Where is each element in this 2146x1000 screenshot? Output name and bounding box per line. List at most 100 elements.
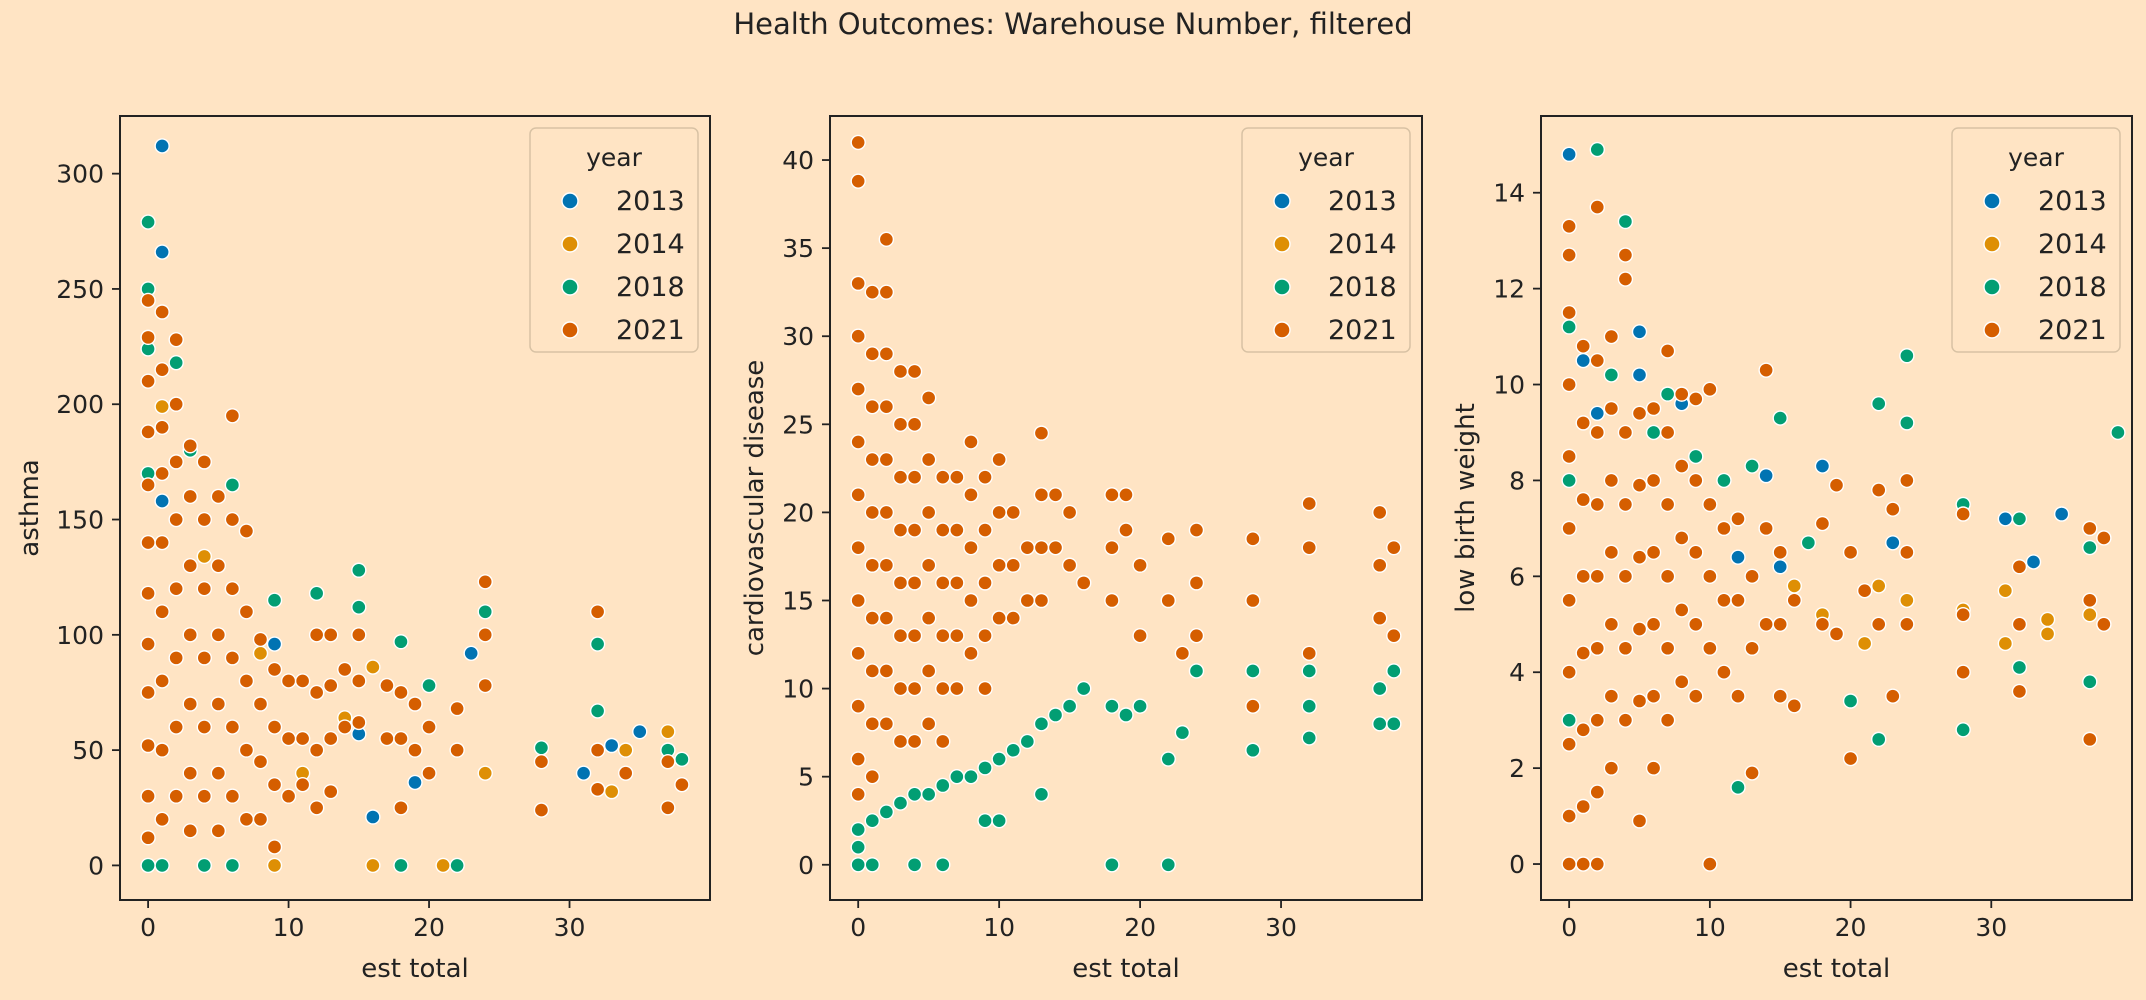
y-tick-label: 10 [782, 675, 814, 704]
point-2021 [991, 610, 1007, 626]
point-2021 [224, 581, 241, 597]
point-2021 [210, 488, 227, 505]
point-2021 [878, 716, 895, 732]
legend: year 2013 2014 2018 2021 [1951, 127, 2121, 353]
point-2021 [1561, 218, 1577, 234]
point-2021 [935, 680, 951, 697]
point-2021 [1188, 628, 1205, 644]
axes-frame [829, 115, 1423, 901]
point-2021 [2082, 520, 2098, 537]
point-2014 [1871, 578, 1887, 594]
point-2021 [308, 742, 325, 758]
point-2021 [2011, 616, 2028, 632]
point-2021 [1631, 549, 1648, 565]
y-tick-label: 10 [1493, 371, 1525, 400]
y-tick-label: 12 [1493, 275, 1525, 304]
point-2021 [1118, 487, 1134, 503]
figure-title: Health Outcomes: Warehouse Number, filte… [733, 7, 1412, 41]
point-2021 [168, 581, 184, 597]
point-2018 [533, 740, 550, 756]
point-2018 [421, 677, 437, 694]
point-2021 [1758, 520, 1774, 537]
point-2021 [892, 363, 909, 380]
point-2021 [1645, 472, 1662, 489]
point-2021 [864, 346, 880, 362]
point-2018 [1160, 751, 1176, 767]
point-2021 [1631, 621, 1648, 637]
point-2018 [1047, 707, 1064, 723]
point-2021 [850, 328, 866, 344]
point-2021 [1899, 616, 1915, 632]
y-tick-label: 20 [782, 498, 814, 527]
point-2018 [1301, 663, 1317, 679]
point-2018 [906, 857, 923, 873]
point-2021 [1561, 376, 1577, 393]
point-2021 [1885, 501, 1901, 517]
point-2021 [168, 719, 184, 735]
point-2021 [1301, 645, 1317, 662]
point-2013 [632, 723, 648, 740]
point-2018 [1160, 857, 1176, 873]
point-2021 [1617, 424, 1634, 441]
point-2018 [1188, 663, 1205, 679]
point-2021 [1104, 487, 1120, 503]
point-2021 [1005, 557, 1021, 573]
point-2021 [1856, 583, 1873, 599]
point-2013 [1772, 559, 1788, 575]
point-2021 [2096, 616, 2112, 632]
point-2018 [1744, 458, 1760, 474]
point-2021 [1688, 688, 1704, 704]
point-2018 [1688, 448, 1704, 465]
point-2021 [533, 753, 550, 770]
legend-box [1241, 127, 1411, 353]
point-2021 [1575, 722, 1591, 738]
point-2018 [935, 777, 951, 794]
point-2021 [878, 346, 895, 362]
point-2021 [210, 765, 227, 781]
x-tick-label: 0 [1561, 913, 1577, 942]
point-2021 [1561, 304, 1577, 321]
legend-title: year [1298, 143, 1354, 172]
point-2021 [949, 575, 965, 591]
point-2021 [224, 788, 241, 804]
point-2021 [1603, 544, 1620, 561]
y-tick-label: 35 [782, 234, 814, 263]
point-2021 [323, 730, 339, 747]
point-2021 [920, 716, 937, 732]
point-2021 [1814, 515, 1831, 532]
point-2018 [1245, 663, 1261, 679]
point-2021 [196, 511, 212, 528]
point-2021 [963, 539, 979, 556]
point-2021 [1645, 616, 1662, 632]
legend-box [1951, 127, 2121, 353]
point-2021 [168, 396, 184, 412]
legend-label-2018: 2018 [1328, 272, 1397, 303]
x-tick-label: 0 [850, 913, 866, 942]
point-2021 [266, 661, 283, 678]
point-2021 [266, 719, 283, 735]
point-2018 [224, 477, 241, 493]
point-2014 [1786, 578, 1802, 594]
point-2021 [182, 696, 198, 712]
point-2021 [1047, 487, 1064, 503]
point-2021 [1575, 568, 1591, 585]
point-2021 [1730, 511, 1746, 527]
point-2021 [140, 636, 156, 652]
point-2018 [1372, 680, 1388, 697]
point-2021 [850, 381, 866, 397]
point-2021 [892, 575, 909, 591]
point-2018 [1174, 724, 1191, 741]
point-2021 [1118, 522, 1134, 538]
point-2021 [1561, 592, 1577, 609]
point-2021 [1955, 664, 1971, 680]
point-2021 [1005, 504, 1021, 521]
point-2021 [1659, 568, 1676, 585]
x-tick-label: 20 [1835, 913, 1867, 942]
point-2021 [1744, 568, 1760, 585]
point-2021 [850, 592, 866, 609]
point-2021 [977, 575, 993, 591]
point-2021 [224, 650, 241, 666]
point-2021 [2096, 530, 2112, 546]
point-2021 [892, 469, 909, 485]
point-2018 [1076, 680, 1092, 697]
